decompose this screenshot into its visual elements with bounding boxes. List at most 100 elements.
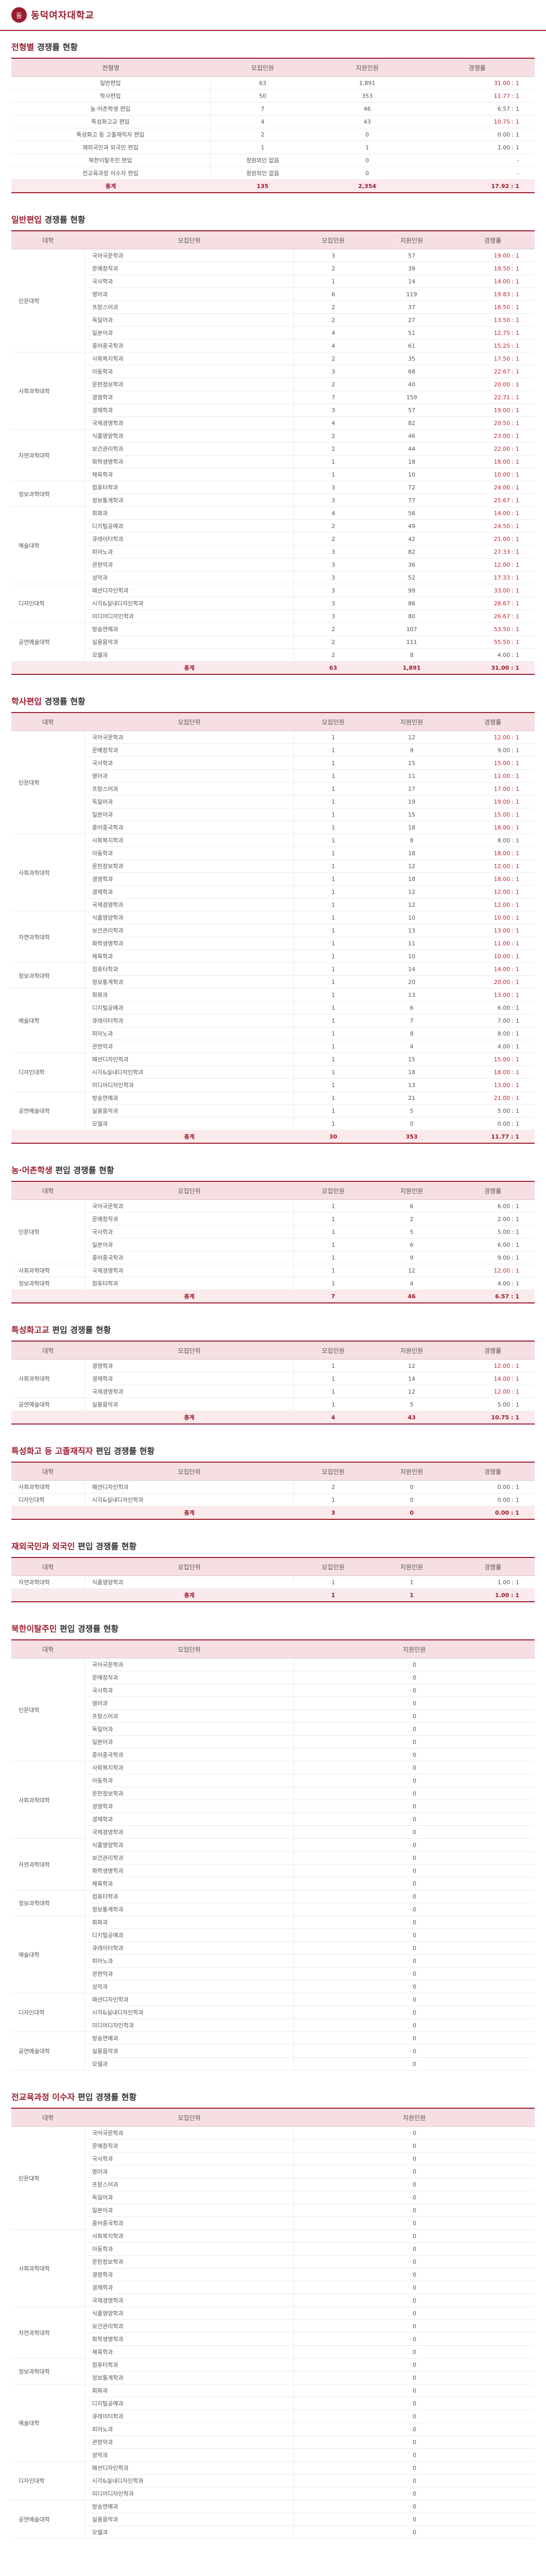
table-row: 전교육과정 이수자 편입 정원외인 없음 0- [11,166,535,180]
apply-cell: 0 [294,2332,535,2346]
university-logo-icon[interactable]: 동 [11,7,27,23]
table-row: 중어중국학과 0 [11,1748,535,1761]
table-row: 경영학과 0 [11,1800,535,1813]
table-row: 국사학과 1 15 15.00 : 1 [11,756,535,770]
table-row: 디자인대학 시각&실내디자인학과 1 0 0.00 : 1 [11,1493,535,1506]
apply-cell: 0 [294,2006,535,2019]
college-cell: 디자인대학 [11,1993,85,2032]
major-cell: 프랑스어과 [84,1709,295,1723]
apply-cell: 39 [372,262,451,275]
quota-cell: 정원외인 없음 [210,154,315,167]
table-row: 중어중국학과 1 9 9.00 : 1 [11,1251,535,1264]
ratio-cell: 0.00 : 1 [451,1117,535,1130]
quota-cell: 1 [294,1001,373,1014]
quota-cell: 7 [210,102,315,115]
major-cell: 화학생명학과 [84,937,295,950]
competition-table: 대학 모집단위 지원인원 인문대학 국어국문학과 0 문예창작과 0 국사학과 0 영어과 0 프랑스어… [11,2108,535,2539]
table-row: 국제경영학과 0 [11,1825,535,1839]
total-label: 총계 [84,1588,294,1602]
apply-cell: 0 [294,2019,535,2032]
ratio-cell: 17.00 : 1 [451,782,535,795]
apply-cell: 18 [372,846,451,860]
apply-cell: 0 [294,2178,535,2191]
total-row: 총계 7 46 6.57 : 1 [11,1290,535,1303]
quota-cell: 4 [294,326,373,340]
apply-cell: 0 [294,1941,535,1955]
apply-cell: 4 [372,1040,451,1053]
section-title-rest: 경쟁률 현황 [37,42,78,52]
table-row: 인문대학 국어국문학과 3 57 19.00 : 1 [11,249,535,352]
ratio-cell: 9.00 : 1 [451,743,535,757]
college-cell: 예술대학 [11,2384,85,2462]
ratio-cell: 13.50 : 1 [451,313,535,327]
ratio-cell: 15.25 : 1 [451,339,535,352]
major-cell: 식품영양학과 [84,2307,295,2320]
apply-cell: 0 [294,1980,535,1993]
table-row: 정보과학대학 컴퓨터학과 1 4 4.00 : 1 [11,1277,535,1290]
ratio-cell: 19.83 : 1 [451,287,535,301]
major-cell: 시각&실내디자인학과 [84,2006,295,2019]
apply-cell: 0 [294,1658,535,1671]
table-row: 사회과학대학 경영학과 1 12 12.00 : 1 [11,1359,535,1398]
ratio-cell: 21.00 : 1 [451,1091,535,1105]
ratio-cell: 11.77 : 1 [419,89,535,103]
apply-cell: 15 [372,1053,451,1066]
header-major: 모집단위 [84,1181,294,1200]
major-cell: 경영학과 [84,2268,295,2281]
section-overseas: 재외국민과 외국인 편입 경쟁률 현황 대학 모집단위 모집인원 지원인원 경쟁률 자연과학… [0,1530,546,1613]
quota-cell: 1 [294,1372,373,1385]
ratio-cell: 11.00 : 1 [451,937,535,950]
college-cell: 공연예술대학 [11,1091,85,1130]
total-spacer [11,661,85,675]
apply-cell: 0 [294,2126,535,2140]
apply-cell: 0 [315,166,420,180]
ratio-cell: 6.57 : 1 [419,102,535,115]
major-cell: 실용음악과 [84,635,295,649]
apply-cell: 0 [294,2139,535,2153]
quota-cell: 2 [294,313,373,327]
ratio-cell: 4.00 : 1 [451,1277,535,1290]
major-cell: 독일어과 [84,313,295,327]
total-label: 총계 [84,1506,294,1520]
apply-cell: 12 [372,1264,451,1277]
table-row: 큐레이터학과 0 [11,2410,535,2423]
table-row: 국제경영학과 4 82 20.50 : 1 [11,416,535,430]
table-row: 시각&실내디자인학과 0 [11,2474,535,2487]
ratio-cell: 14.00 : 1 [451,962,535,976]
major-cell: 피아노과 [84,2422,295,2436]
table-row: 공연예술대학 방송연예과 1 21 21.00 : 1 [11,1091,535,1130]
table-row: 모델과 2 8 4.00 : 1 [11,648,535,662]
quota-cell: 2 [294,378,373,391]
quota-cell: 2 [294,442,373,455]
header-quota: 모집인원 [294,713,373,731]
header-apply: 지원인원 [372,1341,451,1360]
total-apply: 1 [372,1588,451,1602]
quota-cell: 3 [294,558,373,571]
header-univ: 대학 [11,1341,85,1360]
quota-cell: 1 [294,1014,373,1027]
total-quota: 63 [294,661,373,675]
apply-cell: 0 [294,2057,535,2071]
section-title: 전형별 경쟁률 현황 [11,40,535,53]
university-name[interactable]: 동덕여자대학교 [31,10,94,21]
major-cell: 국제경영학과 [84,1264,295,1277]
quota-cell: 1 [294,898,373,911]
college-cell: 인문대학 [11,1199,85,1264]
major-cell: 식품영양학과 [84,911,295,924]
quota-cell: 1 [294,782,373,795]
apply-cell: 14 [372,1372,451,1385]
major-cell: 큐레이터학과 [84,2410,295,2423]
major-cell: 보건관리학과 [84,442,295,455]
major-cell: 회화과 [84,2384,295,2397]
table-row: 자연과학대학 식품영양학과 0 [11,1838,535,1890]
header-quota: 모집인원 [294,1341,373,1360]
apply-cell: 77 [372,494,451,507]
quota-cell: 1 [294,756,373,770]
table-row: 일본어과 4 51 12.75 : 1 [11,326,535,340]
ratio-cell: 10.00 : 1 [451,911,535,924]
table-row: 미디어디자인학과 3 80 26.67 : 1 [11,609,535,623]
total-row: 총계 135 2,354 17.92 : 1 [11,179,535,193]
total-label: 총계 [11,179,211,193]
major-cell: 일본어과 [84,1735,295,1749]
type-cell: 재외국민과 외국인 편입 [11,141,211,154]
